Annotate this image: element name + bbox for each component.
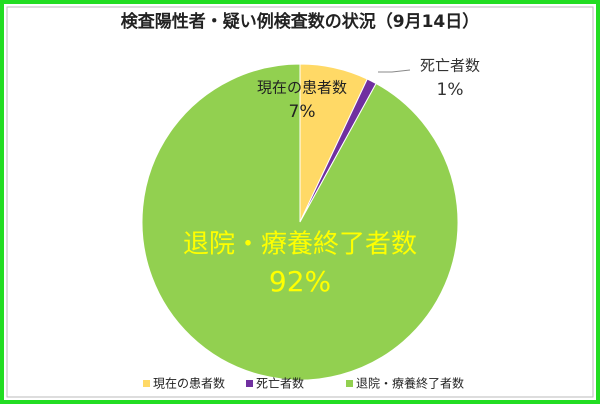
inner-frame — [6, 6, 594, 398]
pie-slice — [141, 63, 459, 381]
data-label-name: 現在の患者数 — [257, 79, 347, 97]
data-label-name: 退院・療養終了者数 — [183, 230, 417, 260]
chart-title: 検査陽性者・疑い例検査数の状況（9月14日） — [121, 11, 480, 32]
data-label: 92% — [269, 265, 331, 298]
legend-swatch — [246, 380, 253, 387]
legend-label: 死亡者数 — [256, 376, 304, 391]
data-label: 1% — [437, 80, 464, 100]
legend-swatch — [346, 380, 353, 387]
data-label-name: 死亡者数 — [420, 57, 480, 75]
legend-label: 現在の患者数 — [153, 376, 225, 391]
legend-swatch — [143, 380, 150, 387]
legend-label: 退院・療養終了者数 — [356, 376, 464, 391]
leader-line — [378, 69, 411, 73]
data-label: 7% — [289, 102, 316, 122]
